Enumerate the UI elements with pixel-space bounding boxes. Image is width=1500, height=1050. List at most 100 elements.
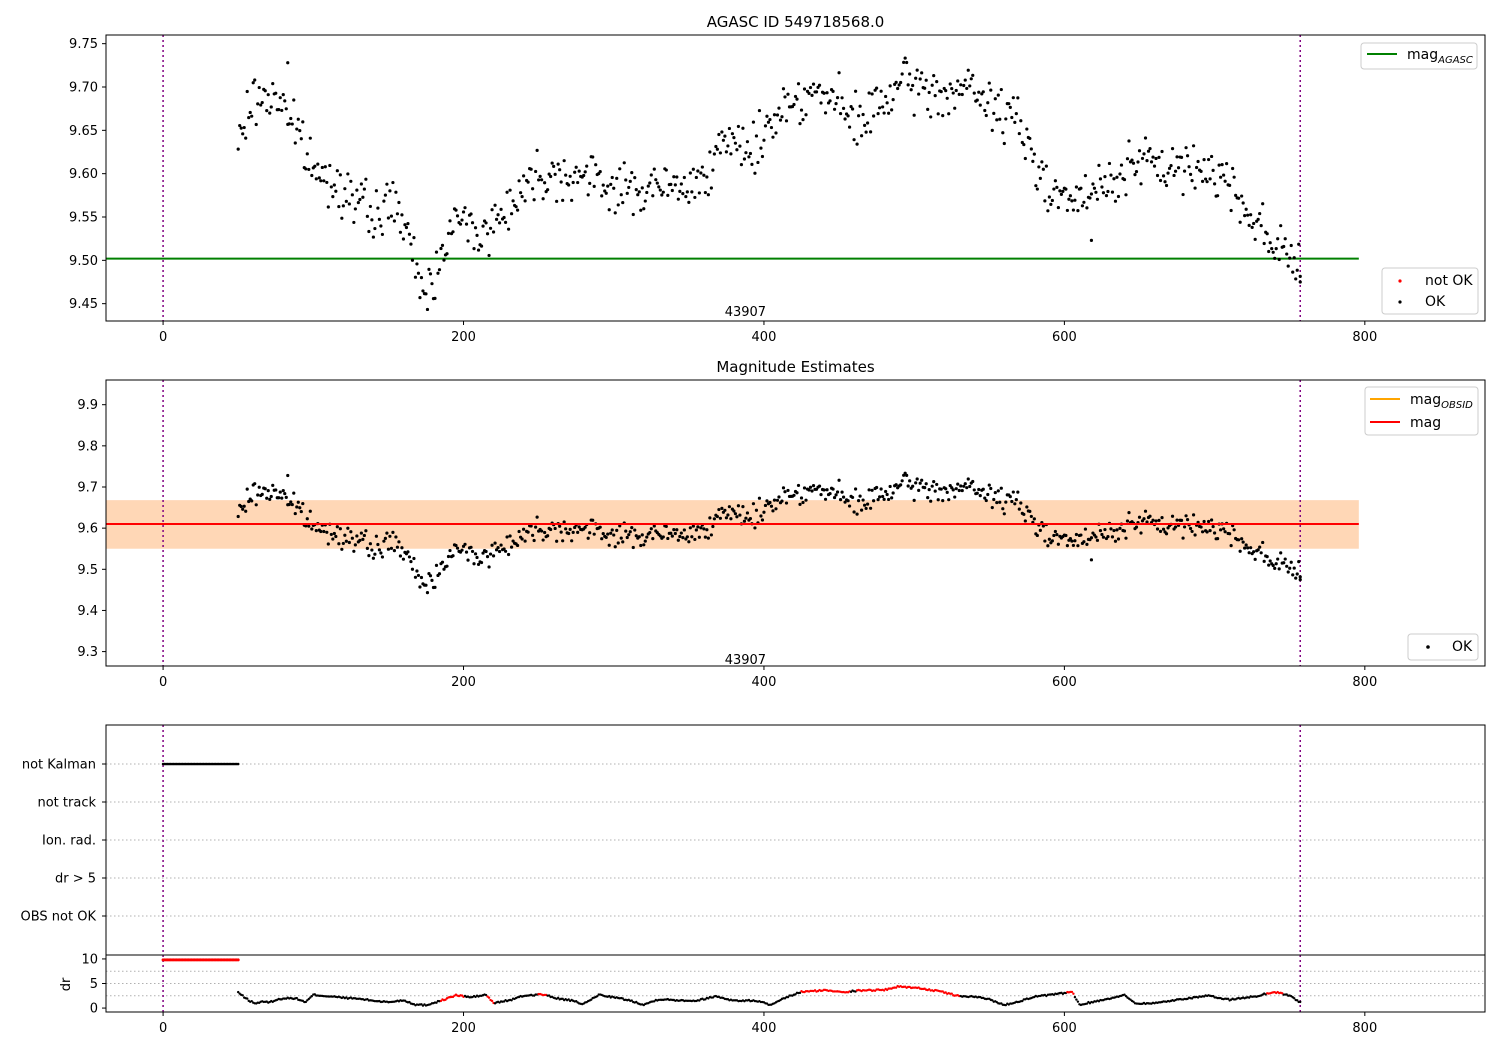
- ok-point: [1170, 514, 1175, 518]
- legend-label: OK: [1452, 639, 1473, 655]
- ok-point: [239, 504, 243, 509]
- ok-point: [571, 530, 575, 534]
- ok-point: [981, 487, 985, 491]
- ok-point: [296, 500, 300, 504]
- ok-point: [810, 93, 814, 97]
- ok-point: [541, 538, 545, 542]
- ok-point: [768, 500, 772, 505]
- ok-point: [592, 184, 596, 188]
- ok-point: [968, 84, 972, 88]
- ok-point: [987, 483, 991, 487]
- ok-point: [642, 207, 646, 211]
- flag-label: OBS not OK: [21, 910, 97, 925]
- ok-point: [278, 96, 282, 100]
- ok-point: [917, 92, 921, 96]
- ok-point: [726, 144, 730, 148]
- ok-point: [832, 107, 837, 111]
- ok-point: [920, 478, 924, 482]
- ok-point: [283, 491, 287, 496]
- ok-point: [488, 226, 493, 230]
- x-tick-label: 600: [1052, 1021, 1077, 1036]
- ok-point: [1073, 539, 1077, 543]
- ok-point: [651, 194, 655, 198]
- ok-point: [840, 96, 844, 100]
- ok-point: [1188, 172, 1193, 176]
- ok-point: [1283, 237, 1287, 241]
- ok-point: [658, 534, 662, 538]
- ok-point: [1046, 209, 1050, 213]
- ok-point: [455, 214, 460, 218]
- dr-point: [246, 997, 249, 1000]
- dr-point: [1293, 997, 1296, 1000]
- ok-point: [251, 81, 255, 85]
- ok-point: [978, 494, 982, 498]
- ok-point: [723, 508, 727, 512]
- ok-point: [287, 502, 291, 507]
- ok-point: [487, 565, 491, 569]
- ok-point: [840, 490, 844, 494]
- ok-point: [583, 170, 587, 174]
- ok-point: [1203, 177, 1208, 181]
- ok-point: [317, 176, 321, 180]
- ok-point: [1208, 529, 1212, 533]
- ok-point: [1172, 173, 1176, 178]
- ok-point: [613, 545, 617, 549]
- ok-point: [517, 179, 521, 183]
- ok-point: [1157, 155, 1161, 159]
- ok-point: [1106, 189, 1110, 194]
- ok-point: [929, 499, 933, 503]
- ok-point: [364, 529, 368, 533]
- ok-point: [1261, 202, 1265, 206]
- ok-point: [1206, 157, 1211, 162]
- dr-point: [798, 991, 802, 995]
- ok-point: [1291, 270, 1295, 274]
- ok-point: [1202, 158, 1206, 162]
- ok-point: [1032, 517, 1036, 521]
- dr-point: [490, 999, 494, 1003]
- ok-point: [1124, 193, 1128, 197]
- ok-point: [523, 539, 527, 543]
- ok-point: [440, 243, 445, 247]
- ok-point: [832, 495, 837, 500]
- ok-point: [588, 531, 592, 535]
- dr-point: [950, 992, 953, 995]
- x-tick-label: 200: [451, 675, 476, 690]
- ok-point: [547, 172, 551, 176]
- ok-point: [491, 230, 496, 234]
- ok-point: [1228, 532, 1232, 536]
- ok-point: [999, 87, 1003, 92]
- ok-point: [618, 524, 622, 528]
- ok-point: [1286, 264, 1290, 268]
- ok-point: [676, 538, 680, 542]
- ok-point: [1031, 159, 1035, 163]
- dr-point: [1132, 1000, 1135, 1003]
- ok-point: [799, 496, 804, 500]
- ok-point: [241, 132, 245, 136]
- ok-point: [1004, 500, 1008, 504]
- ok-point: [751, 120, 756, 124]
- dr-point: [556, 996, 560, 1000]
- ok-point: [799, 108, 804, 112]
- ok-point: [509, 545, 514, 549]
- ok-point: [1065, 544, 1069, 548]
- ok-point: [631, 545, 635, 550]
- ok-point: [843, 117, 847, 121]
- legend-dot-ok: [1398, 300, 1402, 304]
- ok-point: [1139, 182, 1143, 186]
- ok-point: [1065, 208, 1069, 213]
- ok-point: [876, 498, 880, 502]
- ok-point: [1253, 237, 1257, 241]
- ok-point: [546, 188, 550, 192]
- x-tick-label: 400: [752, 675, 777, 690]
- ok-point: [1297, 560, 1301, 564]
- ok-point: [1210, 154, 1214, 159]
- ok-point: [476, 562, 481, 567]
- ok-point: [577, 169, 581, 173]
- ok-point: [649, 527, 653, 531]
- y-tick-label: 0: [90, 1002, 98, 1017]
- ok-point: [1019, 501, 1023, 505]
- ok-point: [1046, 544, 1050, 548]
- ok-point: [419, 276, 424, 280]
- ok-point: [1253, 557, 1257, 561]
- ok-point: [370, 218, 374, 222]
